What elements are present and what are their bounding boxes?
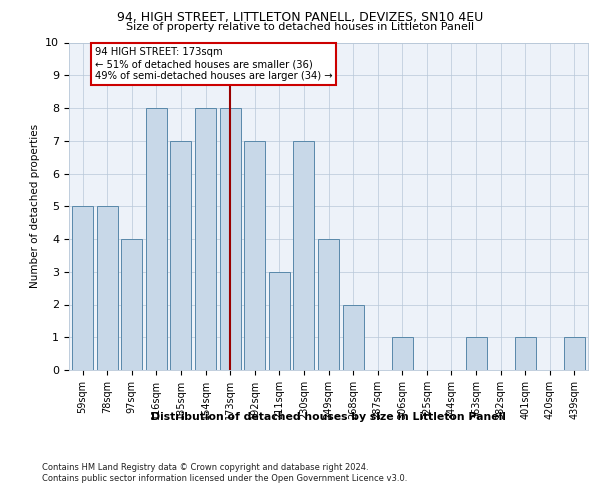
Text: 94 HIGH STREET: 173sqm
← 51% of detached houses are smaller (36)
49% of semi-det: 94 HIGH STREET: 173sqm ← 51% of detached… [95,48,332,80]
Bar [293,141,314,370]
Y-axis label: Number of detached properties: Number of detached properties [30,124,40,288]
Text: Distribution of detached houses by size in Littleton Panell: Distribution of detached houses by size … [151,412,506,422]
Bar [269,272,290,370]
Bar [515,337,536,370]
Text: Contains HM Land Registry data © Crown copyright and database right 2024.: Contains HM Land Registry data © Crown c… [42,462,368,471]
Bar [244,141,265,370]
Bar [195,108,216,370]
Bar [392,337,413,370]
Bar [343,304,364,370]
Bar [146,108,167,370]
Text: Size of property relative to detached houses in Littleton Panell: Size of property relative to detached ho… [126,22,474,32]
Bar [564,337,585,370]
Bar [97,206,118,370]
Bar [466,337,487,370]
Bar [220,108,241,370]
Text: 94, HIGH STREET, LITTLETON PANELL, DEVIZES, SN10 4EU: 94, HIGH STREET, LITTLETON PANELL, DEVIZ… [117,11,483,24]
Bar [72,206,93,370]
Text: Contains public sector information licensed under the Open Government Licence v3: Contains public sector information licen… [42,474,407,483]
Bar [318,239,339,370]
Bar [170,141,191,370]
Bar [121,239,142,370]
